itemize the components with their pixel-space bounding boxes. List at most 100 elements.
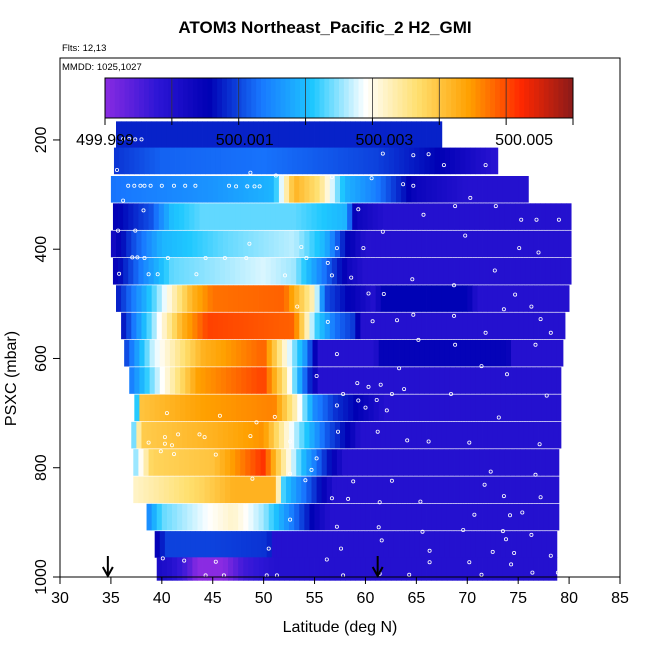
heatmap-cell <box>312 531 318 558</box>
heatmap-cell <box>340 230 346 258</box>
heatmap-cell <box>464 449 470 476</box>
heatmap-cell <box>413 257 419 285</box>
heatmap-cell <box>449 339 456 367</box>
heatmap-cell <box>238 230 244 258</box>
heatmap-cell <box>241 394 247 422</box>
sample-point <box>426 439 431 444</box>
heatmap-cell <box>393 394 400 422</box>
heatmap-cell <box>222 312 229 340</box>
heatmap-cell <box>306 449 312 476</box>
heatmap-cell <box>523 557 529 581</box>
heatmap-cell <box>222 421 229 449</box>
heatmap-cell <box>195 367 201 394</box>
heatmap-cell <box>540 257 547 285</box>
heatmap-cell <box>334 176 341 203</box>
heatmap-cell <box>352 257 358 285</box>
heatmap-cell <box>343 531 349 558</box>
heatmap-cell <box>317 367 324 394</box>
heatmap-cell <box>187 230 193 258</box>
heatmap-cell <box>546 367 553 394</box>
heatmap-cell <box>205 339 212 367</box>
heatmap-cell <box>281 339 288 367</box>
heatmap-cell <box>431 312 438 340</box>
heatmap-cell <box>548 312 555 340</box>
heatmap-cell <box>363 339 369 367</box>
heatmap-cell <box>436 176 443 203</box>
heatmap-cell <box>312 367 318 394</box>
heatmap-cell <box>281 394 288 422</box>
heatmap-cell <box>393 367 400 394</box>
sample-point <box>182 558 187 563</box>
heatmap-cell <box>355 312 361 340</box>
heatmap-cell <box>494 203 501 230</box>
heatmap-cell <box>314 285 321 312</box>
heatmap-cell <box>231 339 237 367</box>
heatmap-cell <box>441 176 448 203</box>
heatmap-cell <box>385 230 392 258</box>
heatmap-cell <box>172 503 178 531</box>
heatmap-cell <box>182 230 188 258</box>
heatmap-cell <box>133 257 139 285</box>
sample-point <box>493 204 498 209</box>
y-axis-label: PSXC (mbar) <box>3 331 20 426</box>
heatmap-cell <box>139 339 145 367</box>
heatmap-cell <box>355 121 361 148</box>
heatmap-cell <box>434 339 441 367</box>
heatmap-cell <box>304 421 310 449</box>
heatmap-cell <box>235 203 241 230</box>
heatmap-cell <box>179 203 185 230</box>
sample-point <box>379 538 384 543</box>
heatmap-cell <box>464 257 470 285</box>
heatmap-cell <box>324 503 331 531</box>
heatmap-cell <box>340 285 346 312</box>
heatmap-cell <box>355 557 361 581</box>
heatmap-cell <box>431 121 438 148</box>
heatmap-cell <box>307 531 313 558</box>
heatmap-cell <box>164 394 171 422</box>
heatmap-cell <box>548 230 555 258</box>
heatmap-cell <box>294 312 300 340</box>
sample-point <box>363 405 368 410</box>
heatmap-cell <box>444 147 451 175</box>
heatmap-cell <box>261 531 268 558</box>
colorbar-cell <box>519 78 525 118</box>
heatmap-cell <box>365 503 371 531</box>
heatmap-cell <box>161 503 168 531</box>
colorbar-cell <box>407 78 413 118</box>
sample-point <box>288 471 293 476</box>
heatmap-cell <box>289 503 295 531</box>
heatmap-cell <box>194 449 200 476</box>
heatmap-cell <box>555 476 560 504</box>
heatmap-cell <box>138 476 144 504</box>
heatmap-cell <box>418 203 424 230</box>
heatmap-cell <box>455 531 461 558</box>
heatmap-cell <box>322 367 329 394</box>
heatmap-cell <box>131 176 137 203</box>
heatmap-cell <box>409 339 415 367</box>
colorbar-cell <box>470 78 476 118</box>
heatmap-cell <box>243 285 249 312</box>
heatmap-cell <box>241 339 247 367</box>
x-tick-label: 70 <box>458 590 476 607</box>
heatmap-cell <box>459 257 465 285</box>
heatmap-cell <box>129 339 135 367</box>
heatmap-cell <box>205 367 212 394</box>
heatmap-cell <box>414 147 420 175</box>
heatmap-cell <box>158 449 165 476</box>
heatmap-cell <box>224 476 231 504</box>
heatmap-cell <box>156 176 163 203</box>
heatmap-cell <box>238 557 244 581</box>
heatmap-cell <box>289 421 295 449</box>
heatmap-cell <box>342 476 348 504</box>
heatmap-cell <box>538 503 545 531</box>
heatmap-cell <box>390 176 397 203</box>
heatmap-cell <box>180 367 186 394</box>
heatmap-cell <box>444 367 451 394</box>
heatmap-cell <box>480 147 486 175</box>
heatmap-cell <box>284 557 290 581</box>
heatmap-cell <box>159 339 166 367</box>
sample-point <box>380 151 385 156</box>
heatmap-cell <box>240 449 246 476</box>
heatmap-cell <box>110 230 117 258</box>
sample-point <box>381 291 386 296</box>
